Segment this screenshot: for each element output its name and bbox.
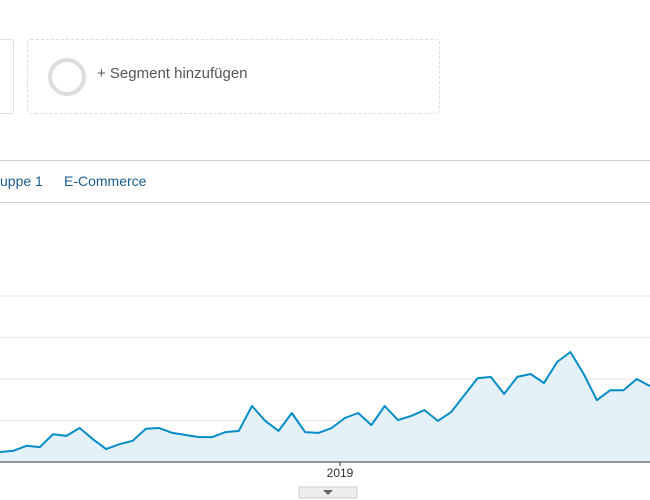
segment-box[interactable] [0,39,14,114]
line [0,351,650,453]
area-fill [0,352,650,462]
tab[interactable]: E-Commerce [64,173,147,189]
segment-circle [48,58,86,96]
add-segment-label[interactable]: + Segment hinzufügen [97,65,248,82]
add-segment[interactable]: + Segment hinzufügen [27,39,440,114]
x-axis-label: 2019 [327,466,354,480]
toggle-arrow [323,490,333,495]
tab[interactable]: uppe 1 [0,173,43,189]
tab-bar: uppe 1 E-Commerce [0,160,650,203]
